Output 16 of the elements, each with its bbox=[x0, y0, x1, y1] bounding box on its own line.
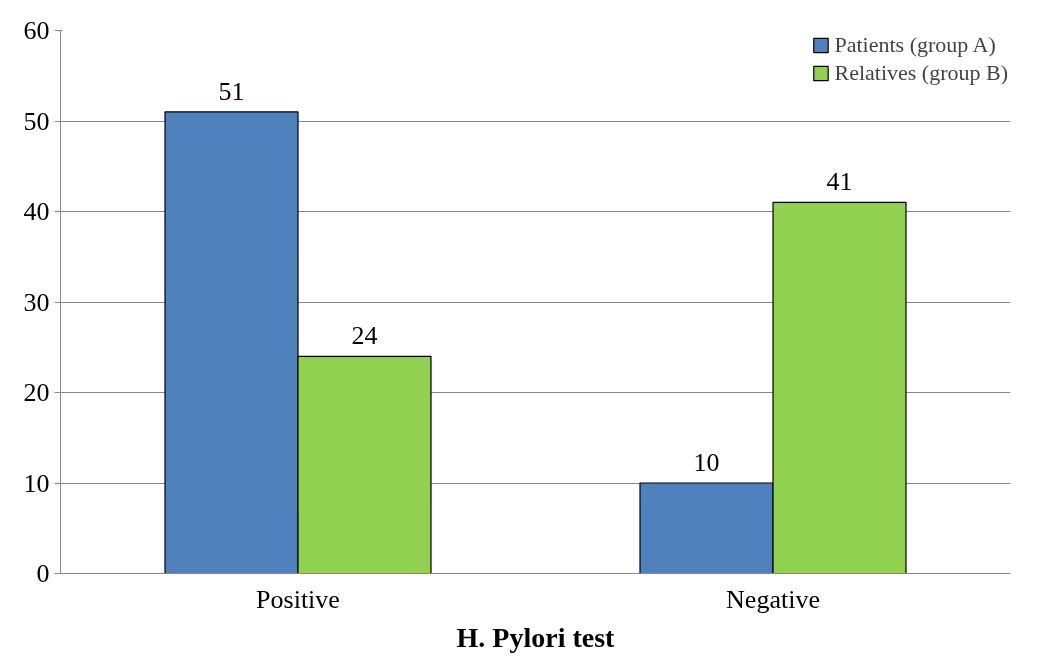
data-label: 24 bbox=[351, 321, 378, 351]
x-axis-title: H. Pylori test bbox=[456, 621, 616, 653]
y-tick-label: 40 bbox=[23, 197, 50, 226]
y-tick-label: 0 bbox=[36, 559, 50, 588]
y-tick-label: 30 bbox=[23, 287, 50, 317]
x-tick-label: Negative bbox=[726, 584, 820, 614]
legend-label: Patients (group A) bbox=[834, 32, 996, 58]
x-tick-label: Positive bbox=[256, 584, 340, 614]
y-tick-label: 10 bbox=[23, 468, 50, 498]
data-label: 51 bbox=[218, 76, 245, 106]
y-tick-label: 60 bbox=[23, 16, 50, 45]
data-label: 10 bbox=[693, 448, 720, 477]
legend-label: Relatives (group B) bbox=[834, 60, 1008, 86]
y-tick-label: 20 bbox=[23, 378, 50, 407]
data-label: 41 bbox=[826, 167, 853, 197]
y-tick-label: 50 bbox=[23, 106, 50, 136]
